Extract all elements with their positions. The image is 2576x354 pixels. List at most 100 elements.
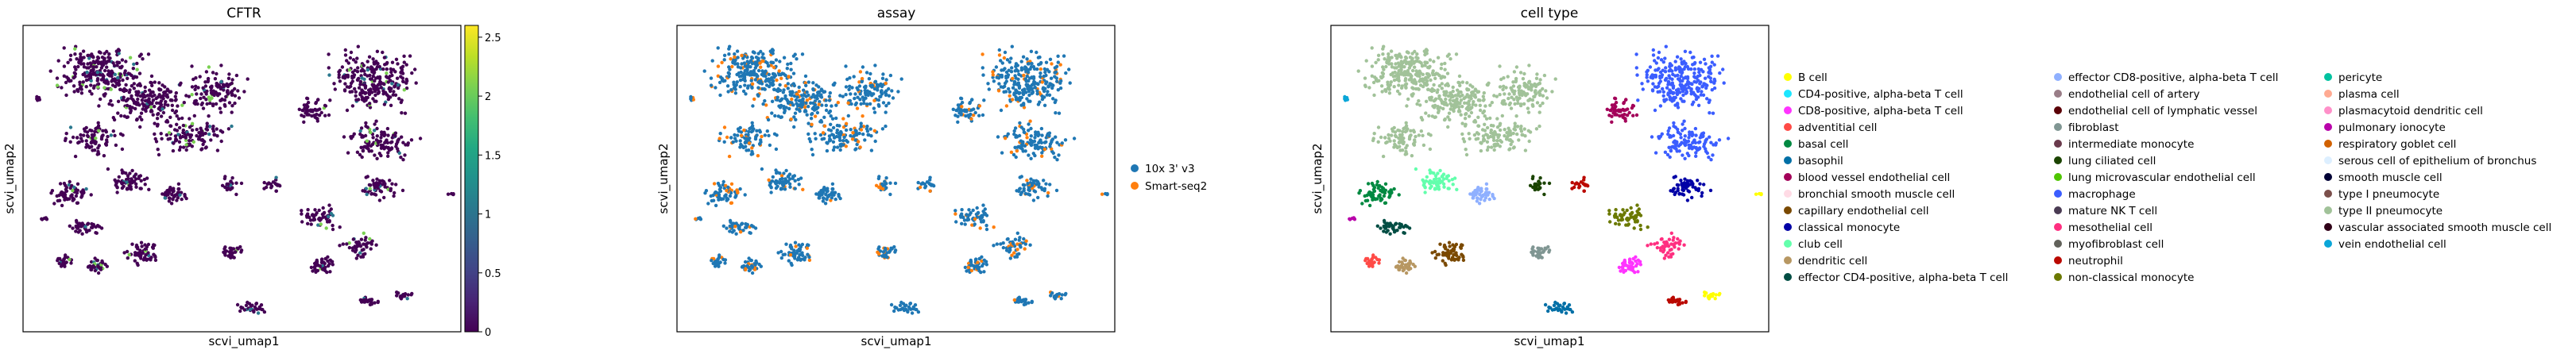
- point: [118, 65, 122, 70]
- point: [1060, 293, 1064, 297]
- point: [806, 105, 810, 109]
- plot-frame: [676, 25, 1116, 333]
- point: [884, 93, 888, 98]
- point: [374, 119, 378, 123]
- point: [1410, 154, 1414, 158]
- point: [178, 193, 182, 197]
- point: [740, 144, 745, 148]
- point: [783, 84, 787, 88]
- point: [238, 309, 242, 314]
- point: [1391, 75, 1396, 79]
- point: [1491, 138, 1496, 142]
- point: [1032, 79, 1036, 84]
- point: [199, 102, 203, 106]
- point: [779, 76, 783, 81]
- point: [887, 94, 892, 98]
- point: [1022, 106, 1027, 110]
- point: [790, 93, 794, 98]
- point: [739, 130, 744, 134]
- point: [1019, 192, 1023, 197]
- point: [306, 208, 310, 212]
- point: [326, 214, 331, 218]
- point: [77, 140, 81, 144]
- point: [798, 252, 802, 257]
- point: [829, 198, 833, 202]
- point: [858, 145, 862, 149]
- point: [721, 224, 725, 228]
- point: [105, 49, 109, 54]
- point: [803, 81, 807, 85]
- point: [733, 55, 737, 60]
- point: [1042, 140, 1047, 144]
- point: [379, 153, 383, 158]
- point: [312, 265, 316, 270]
- point: [350, 104, 355, 108]
- point: [792, 248, 796, 252]
- point: [132, 87, 136, 90]
- point: [218, 106, 222, 110]
- point: [1363, 83, 1367, 87]
- point: [1483, 114, 1487, 118]
- point: [107, 102, 111, 106]
- point: [1718, 71, 1722, 75]
- point: [372, 182, 376, 186]
- point: [805, 98, 810, 102]
- point: [787, 259, 791, 263]
- point: [1635, 73, 1639, 77]
- point: [774, 147, 779, 152]
- point: [446, 192, 451, 196]
- point: [224, 249, 229, 253]
- point: [1669, 89, 1673, 93]
- point: [213, 77, 218, 81]
- point: [1396, 128, 1400, 133]
- point: [931, 183, 935, 187]
- point: [1708, 70, 1712, 74]
- point: [1398, 148, 1402, 152]
- point: [126, 256, 130, 260]
- point: [1654, 61, 1658, 65]
- point: [1692, 71, 1696, 75]
- point: [389, 147, 393, 152]
- point: [835, 130, 839, 135]
- point: [1423, 190, 1427, 194]
- point: [745, 222, 749, 227]
- point: [1631, 114, 1635, 117]
- point: [149, 81, 153, 85]
- point: [1418, 83, 1423, 87]
- point: [120, 168, 124, 172]
- point: [1402, 65, 1406, 69]
- point: [118, 72, 122, 76]
- point: [1682, 138, 1687, 142]
- point: [191, 77, 195, 82]
- point: [117, 175, 121, 179]
- point: [1714, 141, 1718, 145]
- point: [884, 78, 888, 82]
- point: [239, 181, 244, 186]
- point: [1450, 178, 1455, 182]
- point: [1700, 90, 1704, 94]
- point: [769, 63, 773, 67]
- point: [876, 176, 881, 181]
- point: [832, 193, 836, 197]
- point: [889, 302, 894, 307]
- point: [1433, 97, 1438, 101]
- point: [343, 53, 348, 57]
- point: [358, 93, 362, 97]
- point: [157, 88, 161, 92]
- point: [174, 90, 178, 95]
- point: [394, 183, 398, 187]
- point: [1406, 97, 1410, 102]
- point: [1398, 144, 1402, 148]
- point: [311, 213, 315, 217]
- point: [75, 88, 79, 92]
- point: [199, 92, 203, 96]
- point: [59, 191, 63, 195]
- point: [760, 134, 764, 139]
- point: [1029, 126, 1033, 131]
- point: [366, 144, 370, 148]
- point: [143, 85, 147, 90]
- point: [1023, 149, 1027, 153]
- point: [1412, 61, 1416, 65]
- point: [340, 65, 345, 69]
- point: [136, 97, 140, 102]
